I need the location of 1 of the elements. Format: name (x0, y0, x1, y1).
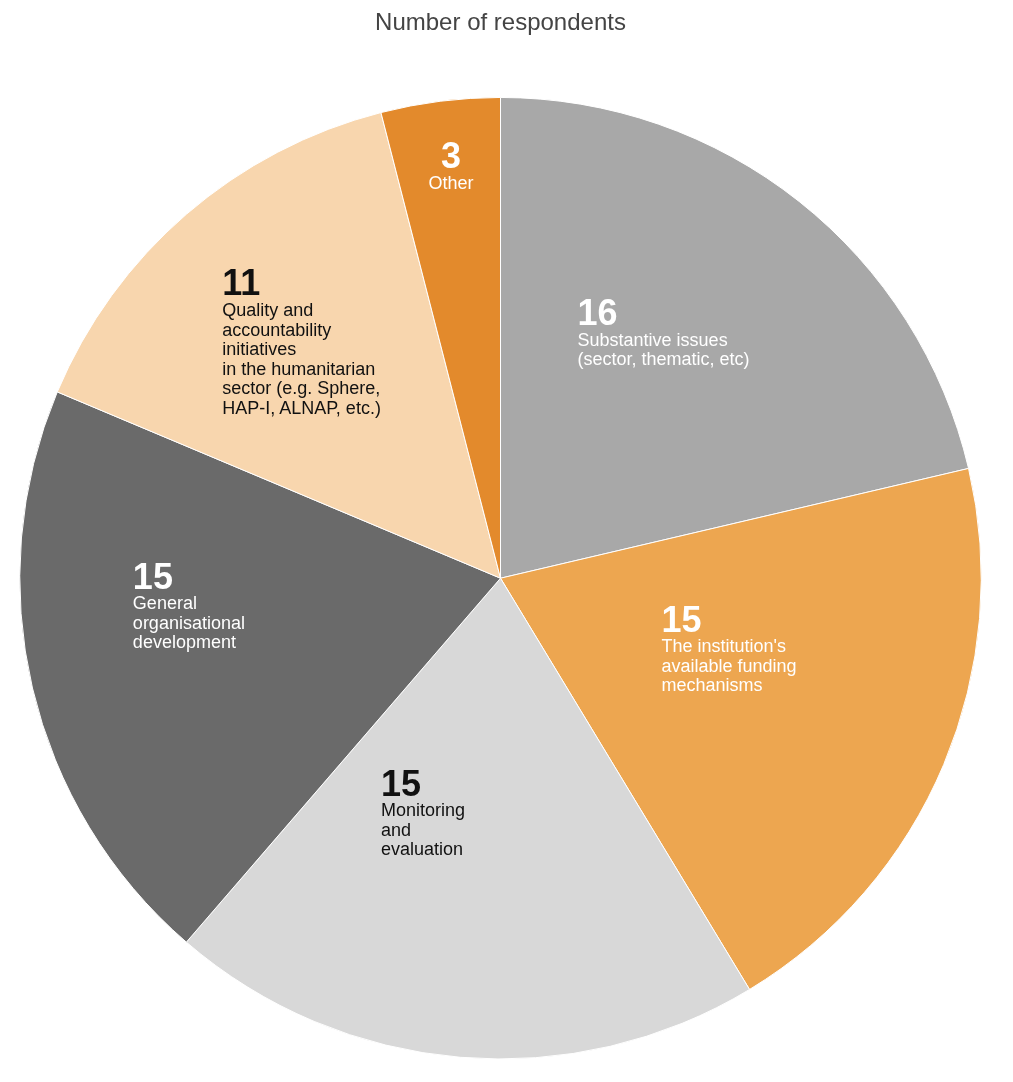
chart-title: Number of respondents (375, 7, 626, 35)
